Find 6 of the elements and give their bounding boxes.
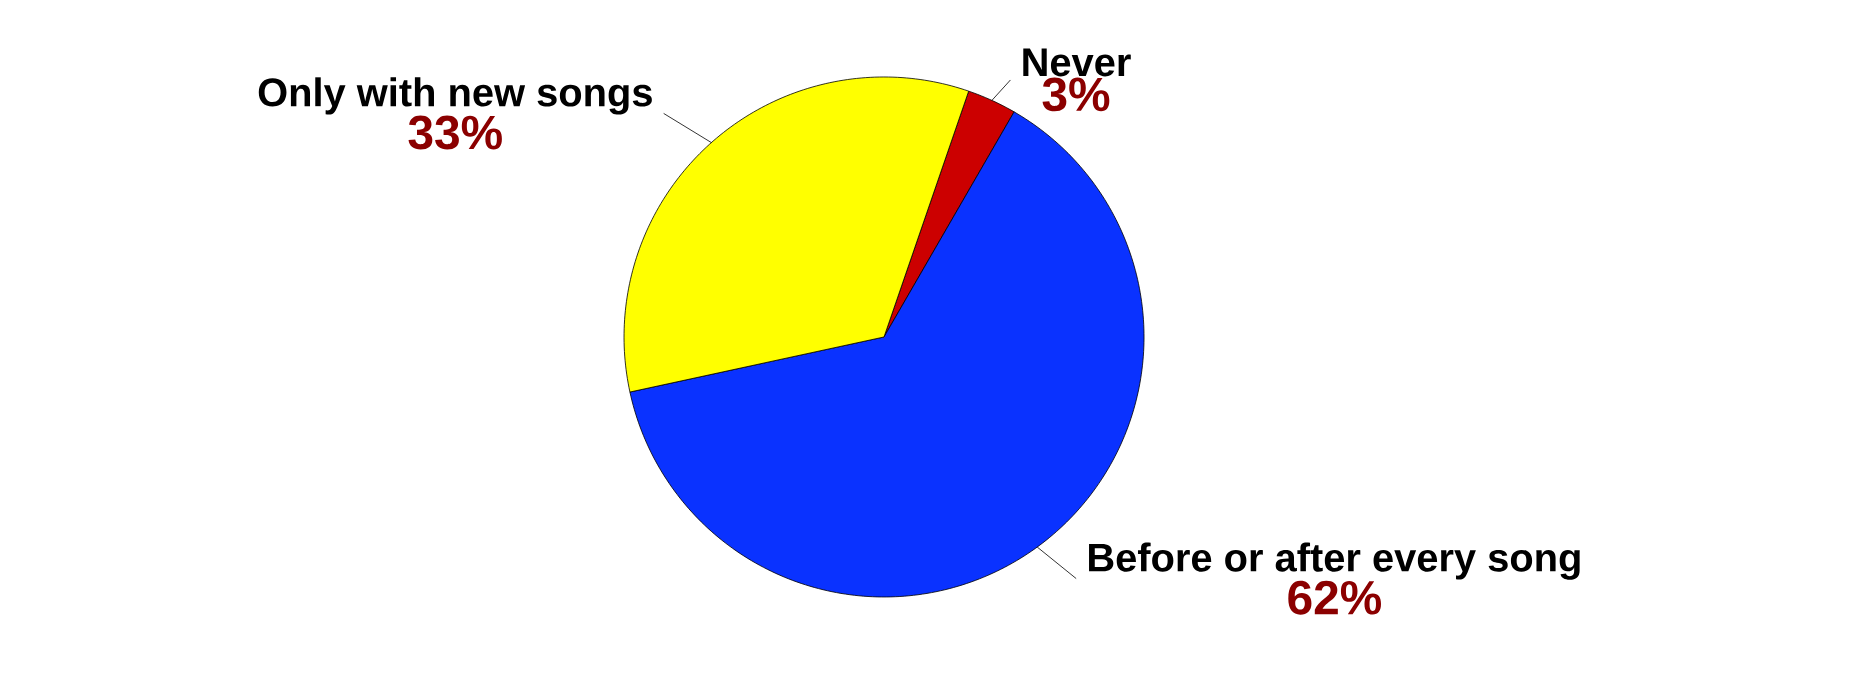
data-label: 33% bbox=[408, 115, 502, 150]
slice-label: Never bbox=[1023, 48, 1131, 77]
data-label: 62% bbox=[1288, 580, 1381, 615]
data-label: 3% bbox=[1042, 77, 1110, 112]
slice-label: Only with new songs bbox=[258, 77, 652, 115]
slice-label: Before or after every song bbox=[1089, 542, 1580, 580]
